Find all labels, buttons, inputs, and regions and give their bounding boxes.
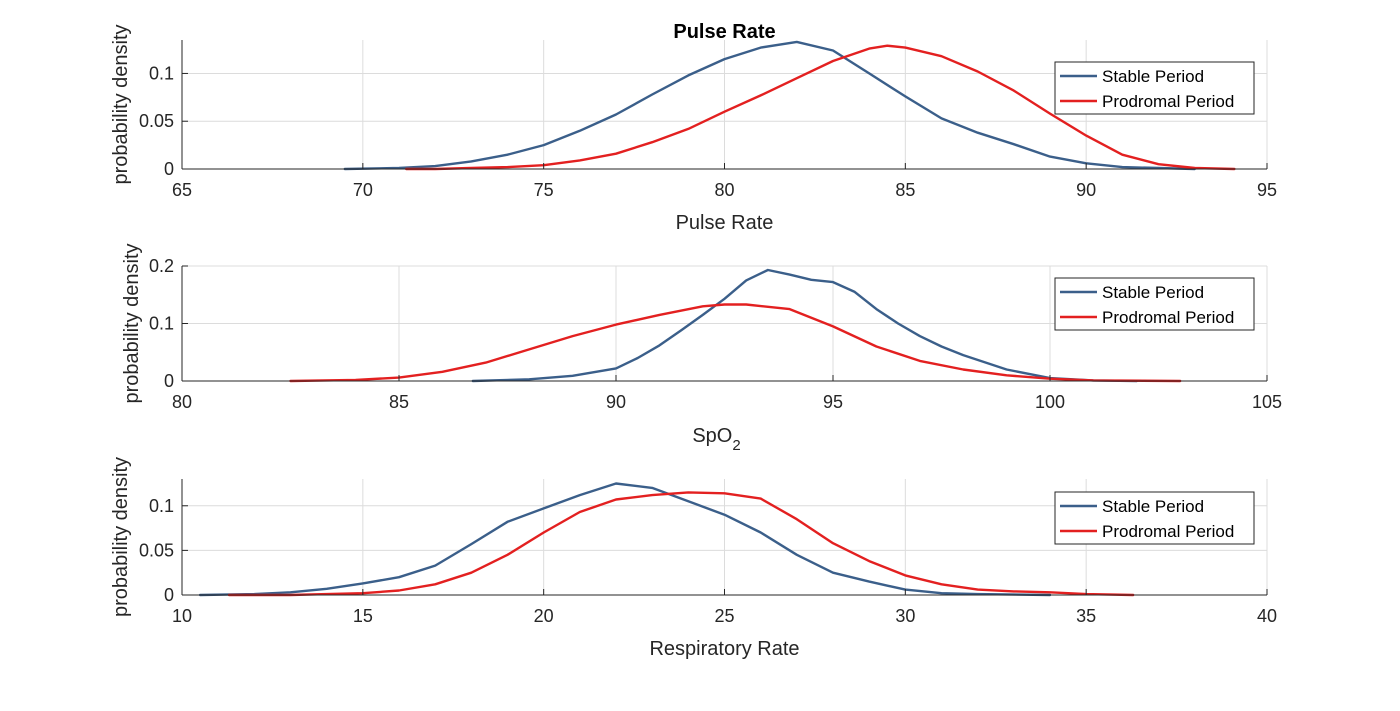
x-tick-label: 80 (714, 180, 734, 200)
chart-title: Pulse Rate (673, 21, 775, 43)
x-tick-label: 15 (353, 606, 373, 626)
y-tick-label: 0.1 (149, 496, 174, 516)
y-tick-label: 0.1 (149, 314, 174, 334)
legend-box (1054, 277, 1255, 331)
x-tick-label: 65 (172, 180, 192, 200)
x-tick-label: 70 (353, 180, 373, 200)
legend-box (1054, 61, 1255, 115)
x-axis-label-subscript: 2 (732, 437, 740, 454)
y-tick-label: 0 (164, 159, 174, 179)
legend-label: Stable Period (1102, 283, 1204, 302)
x-tick-label: 90 (1076, 180, 1096, 200)
x-tick-label: 95 (823, 392, 843, 412)
panel-3: 10 15 20 25 30 35 40 0 0.05 0.1 Respiratory Rate pr… (110, 457, 1277, 660)
x-axis-label: Respiratory Rate (649, 638, 799, 660)
x-tick-label: 95 (1257, 180, 1277, 200)
x-tick-label: 100 (1035, 392, 1065, 412)
legend: Stable Period Prodromal Period (1054, 61, 1255, 115)
y-axis-label: probability density (110, 457, 132, 617)
series-line-prodromal-period (227, 491, 1135, 597)
x-axis-label-main: SpO (692, 425, 732, 447)
x-tick-label: 10 (172, 606, 192, 626)
x-tick-label: 80 (172, 392, 192, 412)
x-tick-label: 40 (1257, 606, 1277, 626)
x-tick-label: 85 (389, 392, 409, 412)
y-tick-label: 0.05 (139, 111, 174, 131)
y-tick-label: 0.2 (149, 256, 174, 276)
legend-label: Prodromal Period (1102, 308, 1234, 327)
legend-label: Stable Period (1102, 497, 1204, 516)
legend-box (1054, 491, 1255, 545)
x-tick-label: 25 (714, 606, 734, 626)
x-axis-label: SpO2 (692, 425, 740, 454)
y-axis-label: probability density (110, 24, 132, 184)
x-tick-label: 75 (534, 180, 554, 200)
y-tick-label: 0.05 (139, 540, 174, 560)
series-line-stable-period (343, 40, 1196, 171)
series-line-stable-period (471, 268, 1138, 383)
x-tick-label: 30 (895, 606, 915, 626)
y-axis-label: probability density (121, 243, 143, 403)
x-axis-label: Pulse Rate (676, 212, 774, 234)
legend: Stable Period Prodromal Period (1054, 491, 1255, 545)
series-line-prodromal-period (289, 303, 1182, 383)
legend: Stable Period Prodromal Period (1054, 277, 1255, 331)
y-tick-label: 0.1 (149, 63, 174, 83)
legend-label: Prodromal Period (1102, 522, 1234, 541)
panel-2: 80 85 90 95 100 105 0 0.1 0.2 SpO2 probability den… (121, 243, 1282, 454)
x-tick-label: 20 (534, 606, 554, 626)
x-tick-label: 35 (1076, 606, 1096, 626)
x-tick-label: 90 (606, 392, 626, 412)
legend-label: Stable Period (1102, 67, 1204, 86)
y-tick-label: 0 (164, 585, 174, 605)
x-tick-label: 85 (895, 180, 915, 200)
y-tick-label: 0 (164, 371, 174, 391)
panel-1: 65 70 75 80 85 90 95 0 0.05 0.1 Pulse Rate probabil… (110, 21, 1277, 234)
series-line-stable-period (198, 482, 1052, 597)
x-tick-label: 105 (1252, 392, 1282, 412)
legend-label: Prodromal Period (1102, 92, 1234, 111)
